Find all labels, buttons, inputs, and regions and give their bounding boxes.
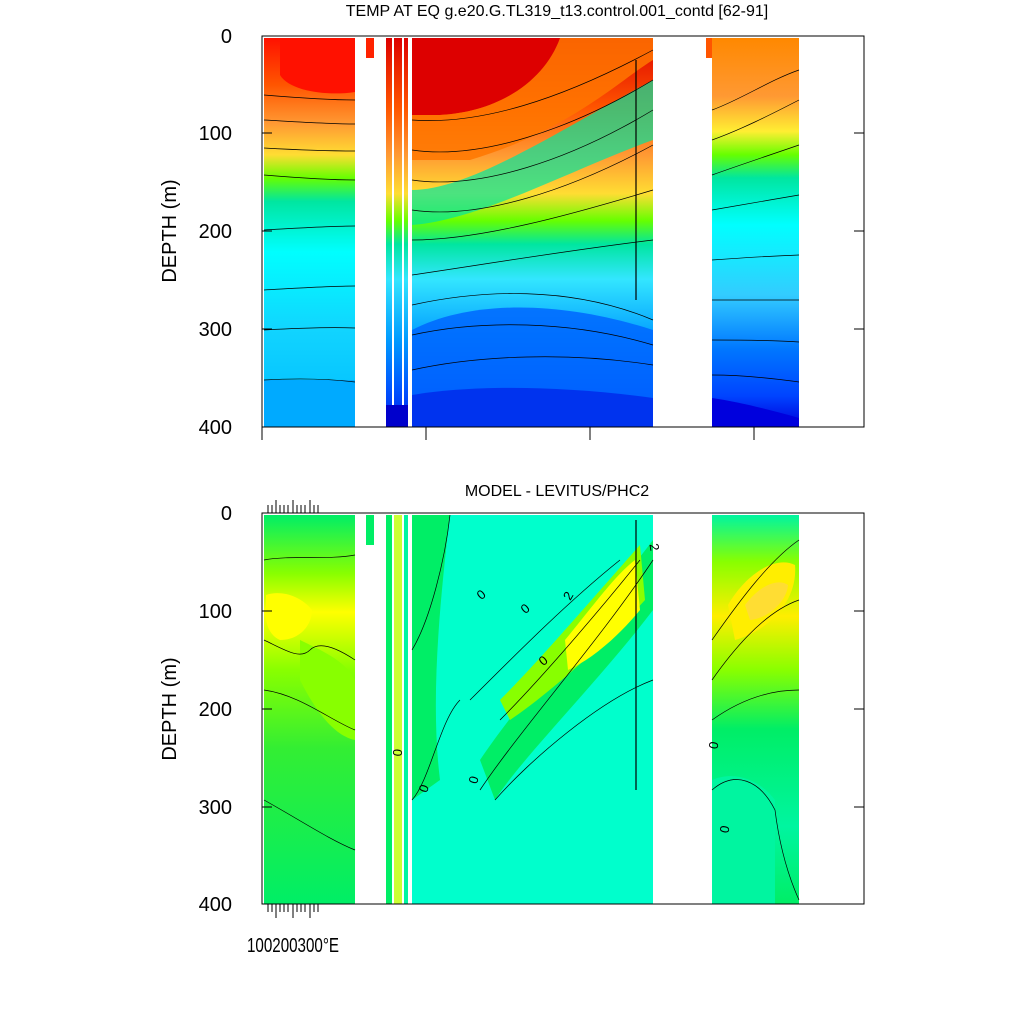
- top-y-ticks: [262, 35, 864, 428]
- top-y-tick-label: 200: [199, 221, 232, 243]
- bottom-strip-3: [394, 515, 402, 904]
- top-y-axis-label: DEPTH (m): [159, 179, 181, 282]
- bottom-y-tick-label: 200: [199, 699, 232, 721]
- bottom-yellow-patch-west: [265, 593, 312, 640]
- bottom-diagonal-yellow-central: [565, 560, 640, 670]
- top-deep-east: [712, 398, 799, 427]
- bottom-cyan-deep-east: [712, 776, 775, 904]
- bottom-y-tick-label: 300: [199, 797, 232, 819]
- top-ocean-segment-east: [712, 38, 799, 427]
- bottom-x-tick-labels-overlapping: 100200300°E: [247, 935, 339, 957]
- top-x-ticks: [261, 427, 755, 440]
- bottom-strip-1: [366, 515, 374, 545]
- top-y-tick-label: 100: [199, 123, 232, 145]
- bottom-lime-west: [300, 640, 355, 740]
- top-deep-layer-west: [264, 380, 355, 427]
- bottom-panel-title: MODEL - LEVITUS/PHC2: [465, 483, 649, 500]
- bottom-contour-label: 0: [706, 740, 722, 750]
- top-contours: [263, 49, 800, 383]
- top-thermocline-central: [412, 80, 653, 225]
- bottom-contour-label: 0: [717, 824, 733, 834]
- bottom-x-ticks: [267, 500, 319, 918]
- top-panel: TEMP AT EQ g.e20.G.TL319_t13.control.001…: [159, 3, 865, 440]
- bottom-contours: [263, 514, 800, 901]
- bottom-y-tick-label: 0: [221, 503, 232, 525]
- top-y-tick-label: 300: [199, 319, 232, 341]
- top-heatmap: [263, 38, 800, 427]
- bottom-y-ticks: [262, 512, 864, 905]
- top-y-tick-label: 0: [221, 26, 232, 48]
- bottom-panel: MODEL - LEVITUS/PHC2: [159, 483, 865, 957]
- top-strip-3: [394, 38, 402, 427]
- bottom-y-tick-label: 100: [199, 601, 232, 623]
- top-warm-core-central: [412, 38, 560, 115]
- top-strip-4: [404, 38, 408, 427]
- bottom-strip-2: [386, 515, 392, 904]
- top-strip-deep: [386, 405, 408, 427]
- top-strip-2: [386, 38, 392, 427]
- top-panel-title: TEMP AT EQ g.e20.G.TL319_t13.control.001…: [346, 3, 768, 20]
- bottom-y-tick-label: 400: [199, 894, 232, 916]
- top-strip-east: [706, 38, 712, 58]
- bottom-y-axis-label: DEPTH (m): [159, 657, 181, 760]
- top-deepest-central: [412, 387, 653, 427]
- top-orange-band-central: [412, 38, 653, 160]
- top-y-tick-label: 400: [199, 417, 232, 439]
- top-strip-1: [366, 38, 374, 58]
- top-warm-pool-west: [280, 38, 355, 94]
- bottom-heatmap: 0 0 0 2 2 0 0 0 0 0: [263, 514, 800, 904]
- bottom-contour-label: 0: [415, 782, 432, 794]
- bottom-contour-label: 2: [646, 542, 662, 552]
- bottom-green-left-central: [412, 515, 450, 800]
- bottom-strip-4: [404, 515, 408, 904]
- bottom-orange-core-east: [745, 582, 788, 620]
- bottom-contour-label: 0: [465, 774, 481, 785]
- bottom-contour-label: 0: [390, 748, 406, 757]
- top-ocean-segment-west: [264, 38, 355, 427]
